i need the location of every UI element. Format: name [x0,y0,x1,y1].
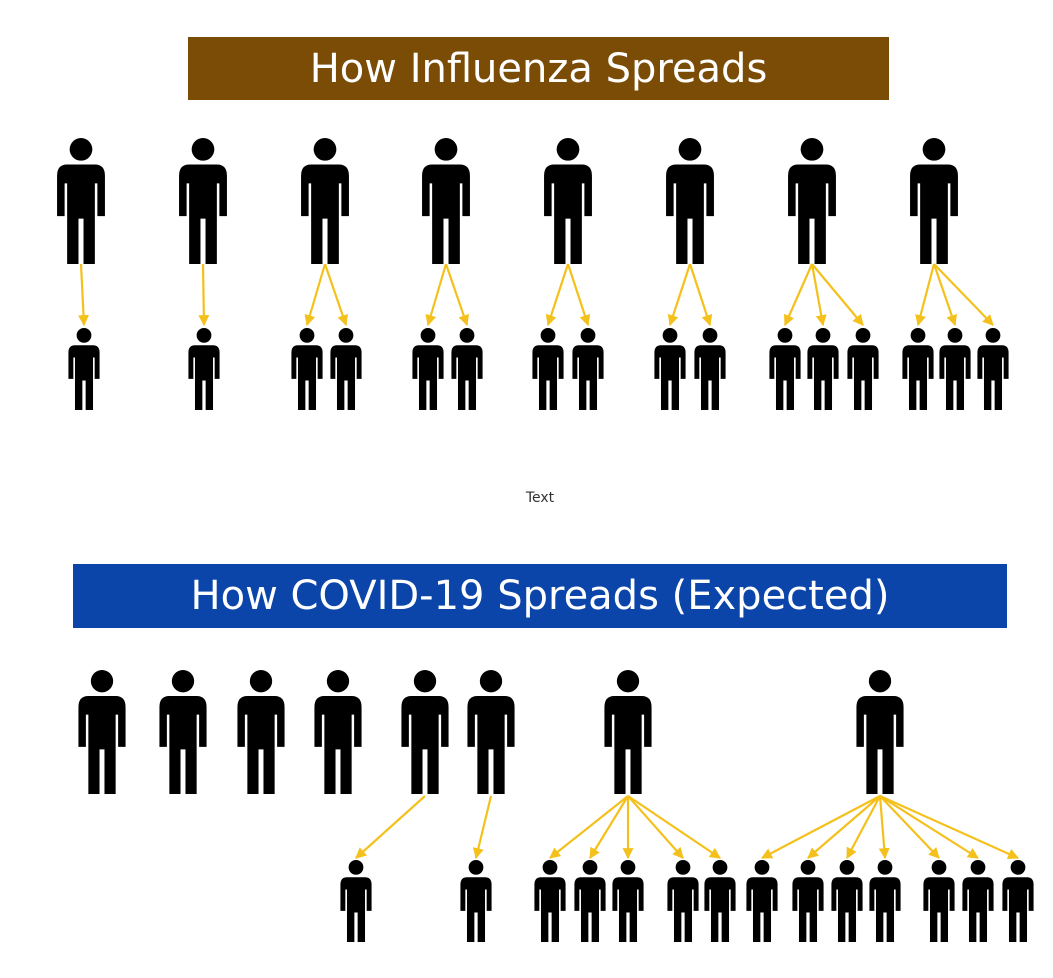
influenza-banner: How Influenza Spreads [188,37,889,100]
transmission-arrow [667,263,692,327]
covid-carrier [401,670,449,794]
influenza-infected-person [694,328,726,410]
transmission-arrow [355,795,426,859]
transmission-arrow [425,263,448,327]
covid-infected-person [962,860,994,942]
influenza-infected-person [330,328,362,410]
influenza-infected-person [291,328,323,410]
transmission-arrow [811,263,864,326]
influenza-infected-person [188,328,220,410]
influenza-infected-person [939,328,971,410]
covid-infected-person [460,860,492,942]
covid-carrier [159,670,207,794]
transmission-arrow [78,263,90,327]
influenza-infected-person [412,328,444,410]
transmission-arrow [688,263,713,327]
covid-banner: How COVID-19 Spreads (Expected) [73,564,1007,628]
covid-carrier [78,670,126,794]
influenza-infected-person [902,328,934,410]
influenza-carrier [666,138,714,264]
transmission-arrow [879,795,979,859]
transmission-arrow [472,795,493,860]
covid-infected-person [746,860,778,942]
influenza-carrier [57,138,105,264]
covid-title: How COVID-19 Spreads (Expected) [190,573,890,619]
transmission-arrow [810,263,827,327]
placeholder-text: Text [525,490,555,506]
transmission-arrow [545,263,570,327]
covid-carrier [856,670,904,794]
influenza-infected-person [847,328,879,410]
covid-infected-person [1002,860,1034,942]
covid-carrier [237,670,285,794]
covid-infected-person [534,860,566,942]
influenza-infected-person [807,328,839,410]
influenza-diagram [57,138,1009,410]
transmission-arrow [627,795,684,859]
transmission-arrow [915,263,936,327]
covid-carrier [467,670,515,794]
influenza-infected-person [769,328,801,410]
transmission-arrow [807,795,881,859]
influenza-infected-person [654,328,686,410]
covid-infected-person [612,860,644,942]
influenza-carrier [301,138,349,264]
influenza-carrier [179,138,227,264]
influenza-title: How Influenza Spreads [309,45,768,92]
influenza-carrier [544,138,592,264]
transmission-arrow [761,795,881,859]
influenza-carrier [422,138,470,264]
influenza-infected-person [977,328,1009,410]
covid-infected-person [574,860,606,942]
transmission-arrow [783,263,814,327]
transmission-arrow [566,263,591,327]
transmission-arrow [444,263,469,327]
covid-infected-person [667,860,699,942]
covid-diagram [78,670,1034,942]
influenza-infected-person [532,328,564,410]
influenza-carrier [788,138,836,264]
transmission-arrow [878,795,890,860]
transmission-arrow [933,263,994,326]
influenza-infected-person [572,328,604,410]
transmission-arrow [549,795,629,859]
covid-infected-person [831,860,863,942]
transmission-arrow [879,795,940,859]
covid-infected-person [340,860,372,942]
influenza-infected-person [451,328,483,410]
covid-infected-person [869,860,901,942]
transmission-arrow [323,263,348,327]
covid-infected-person [923,860,955,942]
transmission-arrow [627,795,721,859]
transmission-arrow [304,263,327,327]
covid-carrier [314,670,362,794]
covid-carrier [604,670,652,794]
transmission-arrow [879,794,1020,860]
transmission-arrow [846,795,881,859]
influenza-carrier [910,138,958,264]
covid-infected-person [704,860,736,942]
transmission-arrow [198,263,210,327]
covid-infected-person [792,860,824,942]
influenza-infected-person [68,328,100,410]
transmission-arrow [932,263,957,327]
transmission-arrow [589,795,629,859]
